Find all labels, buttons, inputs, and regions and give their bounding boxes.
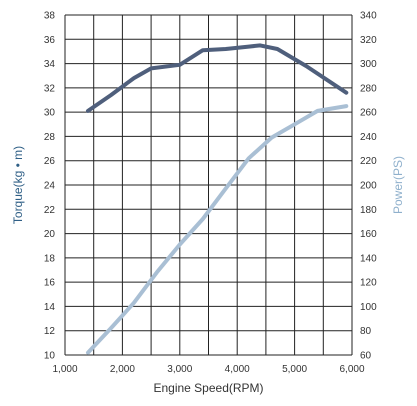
right-y-tick-label: 220 xyxy=(360,156,377,167)
left-y-tick-label: 10 xyxy=(44,351,56,362)
right-axis-title: Power(PS) xyxy=(391,156,405,214)
left-y-tick-label: 14 xyxy=(44,302,56,313)
x-axis-title: Engine Speed(RPM) xyxy=(153,381,263,395)
left-y-tick-label: 36 xyxy=(44,35,56,46)
right-y-tick-label: 300 xyxy=(360,59,377,70)
right-y-tick-label: 200 xyxy=(360,181,377,192)
left-y-tick-label: 32 xyxy=(44,83,56,94)
left-y-tick-label: 30 xyxy=(44,108,56,119)
left-y-tick-label: 24 xyxy=(44,181,56,192)
power-line xyxy=(86,104,349,355)
right-y-tick-label: 120 xyxy=(360,278,377,289)
x-tick-label: 6,000 xyxy=(339,364,364,375)
right-y-tick-label: 140 xyxy=(360,253,377,264)
x-tick-label: 3,000 xyxy=(167,364,192,375)
right-y-tick-label: 80 xyxy=(360,326,372,337)
right-y-tick-label: 60 xyxy=(360,351,372,362)
right-y-tick-label: 100 xyxy=(360,302,377,313)
right-y-tick-label: 160 xyxy=(360,229,377,240)
x-tick-label: 4,000 xyxy=(225,364,250,375)
series-lines xyxy=(86,43,349,355)
left-y-tick-label: 12 xyxy=(44,326,56,337)
left-y-tick-label: 20 xyxy=(44,229,56,240)
left-y-tick-label: 18 xyxy=(44,253,56,264)
right-y-tick-label: 340 xyxy=(360,11,377,22)
left-y-tick-label: 28 xyxy=(44,132,56,143)
right-y-tick-label: 260 xyxy=(360,108,377,119)
left-y-tick-label: 38 xyxy=(44,11,56,22)
tick-labels: 1,000 2,000 3,000 4,000 5,000 6,000 10 12 14 16 18… xyxy=(44,11,377,376)
x-tick-label: 5,000 xyxy=(282,364,307,375)
left-y-tick-label: 26 xyxy=(44,156,56,167)
right-y-tick-label: 280 xyxy=(360,83,377,94)
torque-line xyxy=(86,43,349,113)
x-tick-label: 1,000 xyxy=(52,364,77,375)
right-y-tick-label: 180 xyxy=(360,205,377,216)
left-y-tick-label: 34 xyxy=(44,59,56,70)
left-y-tick-label: 16 xyxy=(44,278,56,289)
x-tick-label: 2,000 xyxy=(110,364,135,375)
left-y-tick-label: 22 xyxy=(44,205,56,216)
right-y-tick-label: 320 xyxy=(360,35,377,46)
right-y-tick-label: 240 xyxy=(360,132,377,143)
left-axis-title: Torque(kg • m) xyxy=(11,146,25,224)
